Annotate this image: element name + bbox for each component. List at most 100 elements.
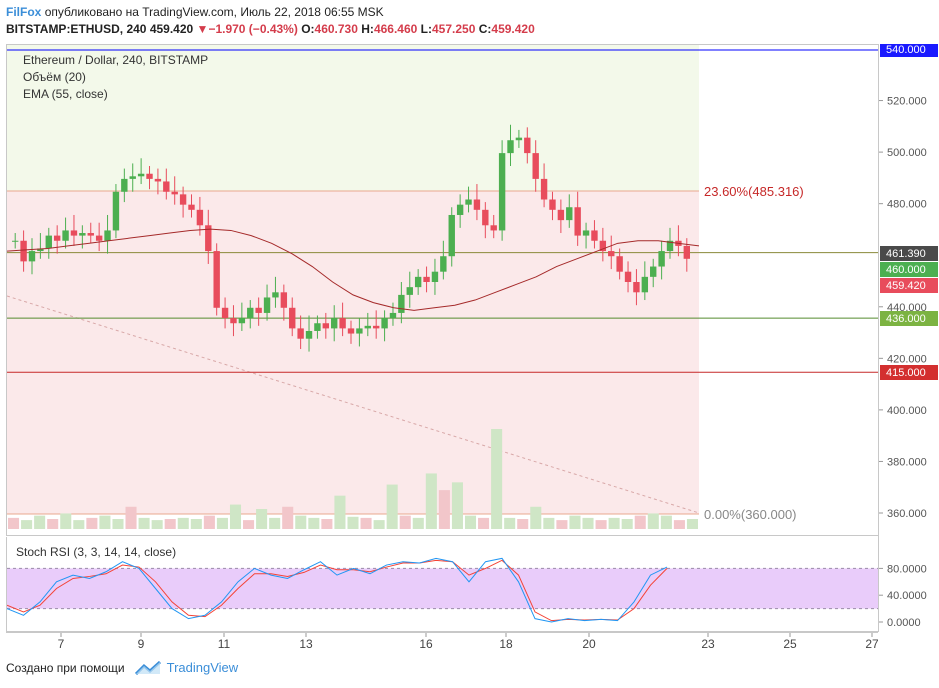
volume-bar: [229, 504, 242, 529]
volume-bar: [347, 516, 359, 529]
tradingview-link[interactable]: TradingView: [134, 660, 239, 675]
time-tick-label: 23: [701, 637, 715, 651]
candle-body: [549, 199, 556, 210]
volume-bar: [321, 519, 333, 529]
volume-bar: [112, 519, 124, 529]
volume-bar: [660, 515, 672, 529]
price-tick-label: 440.000: [887, 302, 927, 314]
volume-bar: [621, 519, 633, 529]
volume-bar: [334, 495, 346, 529]
author-link[interactable]: FilFox: [6, 5, 42, 19]
candle-body: [582, 230, 590, 236]
tradingview-brand: TradingView: [166, 660, 239, 675]
fib-lower-zone: [7, 190, 699, 514]
volume-bar: [595, 520, 607, 529]
time-tick-label: 11: [218, 637, 231, 651]
publish-info: FilFox опубликовано на TradingView.com, …: [6, 5, 384, 19]
price-axis[interactable]: 520.000 500.000 480.000 440.000 420.000 400.0…: [878, 44, 939, 632]
candle-body: [658, 251, 665, 267]
last-price: 459.420: [149, 22, 194, 36]
candle-body: [591, 230, 598, 241]
volume-bar: [673, 520, 685, 529]
price-badge: 540.000: [880, 44, 938, 57]
candle-body: [238, 318, 246, 324]
svg-text:460.000: 460.000: [886, 264, 926, 276]
created-with-text: Создано при помощи: [6, 660, 125, 675]
volume-bar: [86, 517, 98, 529]
change-arrow-icon: ▼: [196, 22, 209, 36]
trend-line: [7, 295, 700, 514]
rsi-legend: Stoch RSI (3, 3, 14, 14, close): [16, 545, 177, 559]
price-tick-label: 520.000: [887, 96, 927, 108]
candle-body: [482, 209, 489, 226]
candle-body: [87, 233, 94, 236]
candle-body: [641, 276, 649, 293]
svg-text:415.000: 415.000: [886, 367, 926, 379]
close-label: C:: [478, 22, 492, 36]
candle-body: [465, 199, 472, 205]
volume-bar: [47, 519, 59, 529]
candle-body: [213, 251, 220, 308]
candle-body: [490, 225, 497, 231]
candle-body: [473, 199, 481, 210]
candle-body: [557, 209, 565, 221]
candle-body: [230, 318, 237, 324]
candle-body: [255, 307, 262, 313]
candle-body: [263, 297, 271, 313]
volume-bar: [164, 519, 176, 529]
candle-body: [45, 235, 52, 249]
price-chart[interactable]: 23.60%(485.316) 0.00%(360.000): [7, 45, 879, 537]
candle-body: [104, 230, 111, 241]
stoch-rsi-chart[interactable]: [7, 537, 879, 632]
volume-bar: [504, 517, 516, 529]
candle-body: [507, 140, 514, 154]
volume-bar: [282, 506, 294, 529]
candle-body: [205, 225, 212, 252]
candle-body: [62, 230, 69, 241]
volume-bar: [190, 519, 202, 529]
candle-body: [20, 240, 27, 262]
time-tick-label: 9: [138, 637, 145, 651]
svg-text:461.390: 461.390: [886, 248, 926, 260]
volume-bar: [478, 517, 490, 529]
candle-body: [431, 271, 439, 282]
rsi-tick-label: 0.0000: [887, 617, 921, 629]
price-tick-label: 500.000: [887, 147, 927, 159]
time-tick-label: 7: [58, 637, 65, 651]
volume-bar: [582, 517, 594, 529]
rsi-k-line: [7, 557, 668, 623]
stoch-rsi-pane[interactable]: Stoch RSI (3, 3, 14, 14, close): [6, 537, 879, 632]
svg-text:540.000: 540.000: [886, 44, 926, 56]
volume-bar: [399, 515, 411, 529]
volume-bar: [647, 513, 659, 529]
rsi-d-line: [7, 559, 668, 622]
time-axis[interactable]: 7 9 11 13 16 18 20 23 25 27: [6, 632, 878, 654]
tradingview-logo-icon: [134, 660, 161, 675]
volume-bar: [686, 519, 698, 529]
candle-body: [280, 292, 288, 308]
change-value: −1.970 (−0.43%): [208, 22, 298, 36]
volume-bar: [73, 520, 85, 529]
volume-bar: [360, 517, 372, 529]
main-chart-pane[interactable]: 23.60%(485.316) 0.00%(360.000) Ethereum …: [6, 44, 879, 537]
candle-body: [498, 153, 506, 231]
volume-bar: [464, 515, 477, 529]
time-tick-label: 25: [783, 637, 797, 651]
candle-body: [289, 307, 296, 329]
candle-body: [364, 325, 371, 329]
volume-bar: [269, 517, 281, 529]
price-tick-label: 420.000: [887, 353, 927, 365]
volume-bar: [8, 517, 20, 529]
volume-bar: [386, 484, 398, 529]
candle-body: [95, 235, 103, 241]
time-tick-label: 27: [865, 637, 878, 651]
candle-body: [650, 266, 657, 277]
candle-body: [339, 318, 346, 329]
symbol-label: BITSTAMP:ETHUSD, 240: [6, 22, 147, 36]
close-value: 459.420: [491, 22, 535, 36]
candle-body: [372, 325, 380, 329]
rsi-tick-label: 80.0000: [887, 563, 927, 575]
candle-body: [406, 287, 413, 295]
price-badge: 436.000: [880, 311, 938, 326]
volume-bar: [425, 473, 437, 529]
